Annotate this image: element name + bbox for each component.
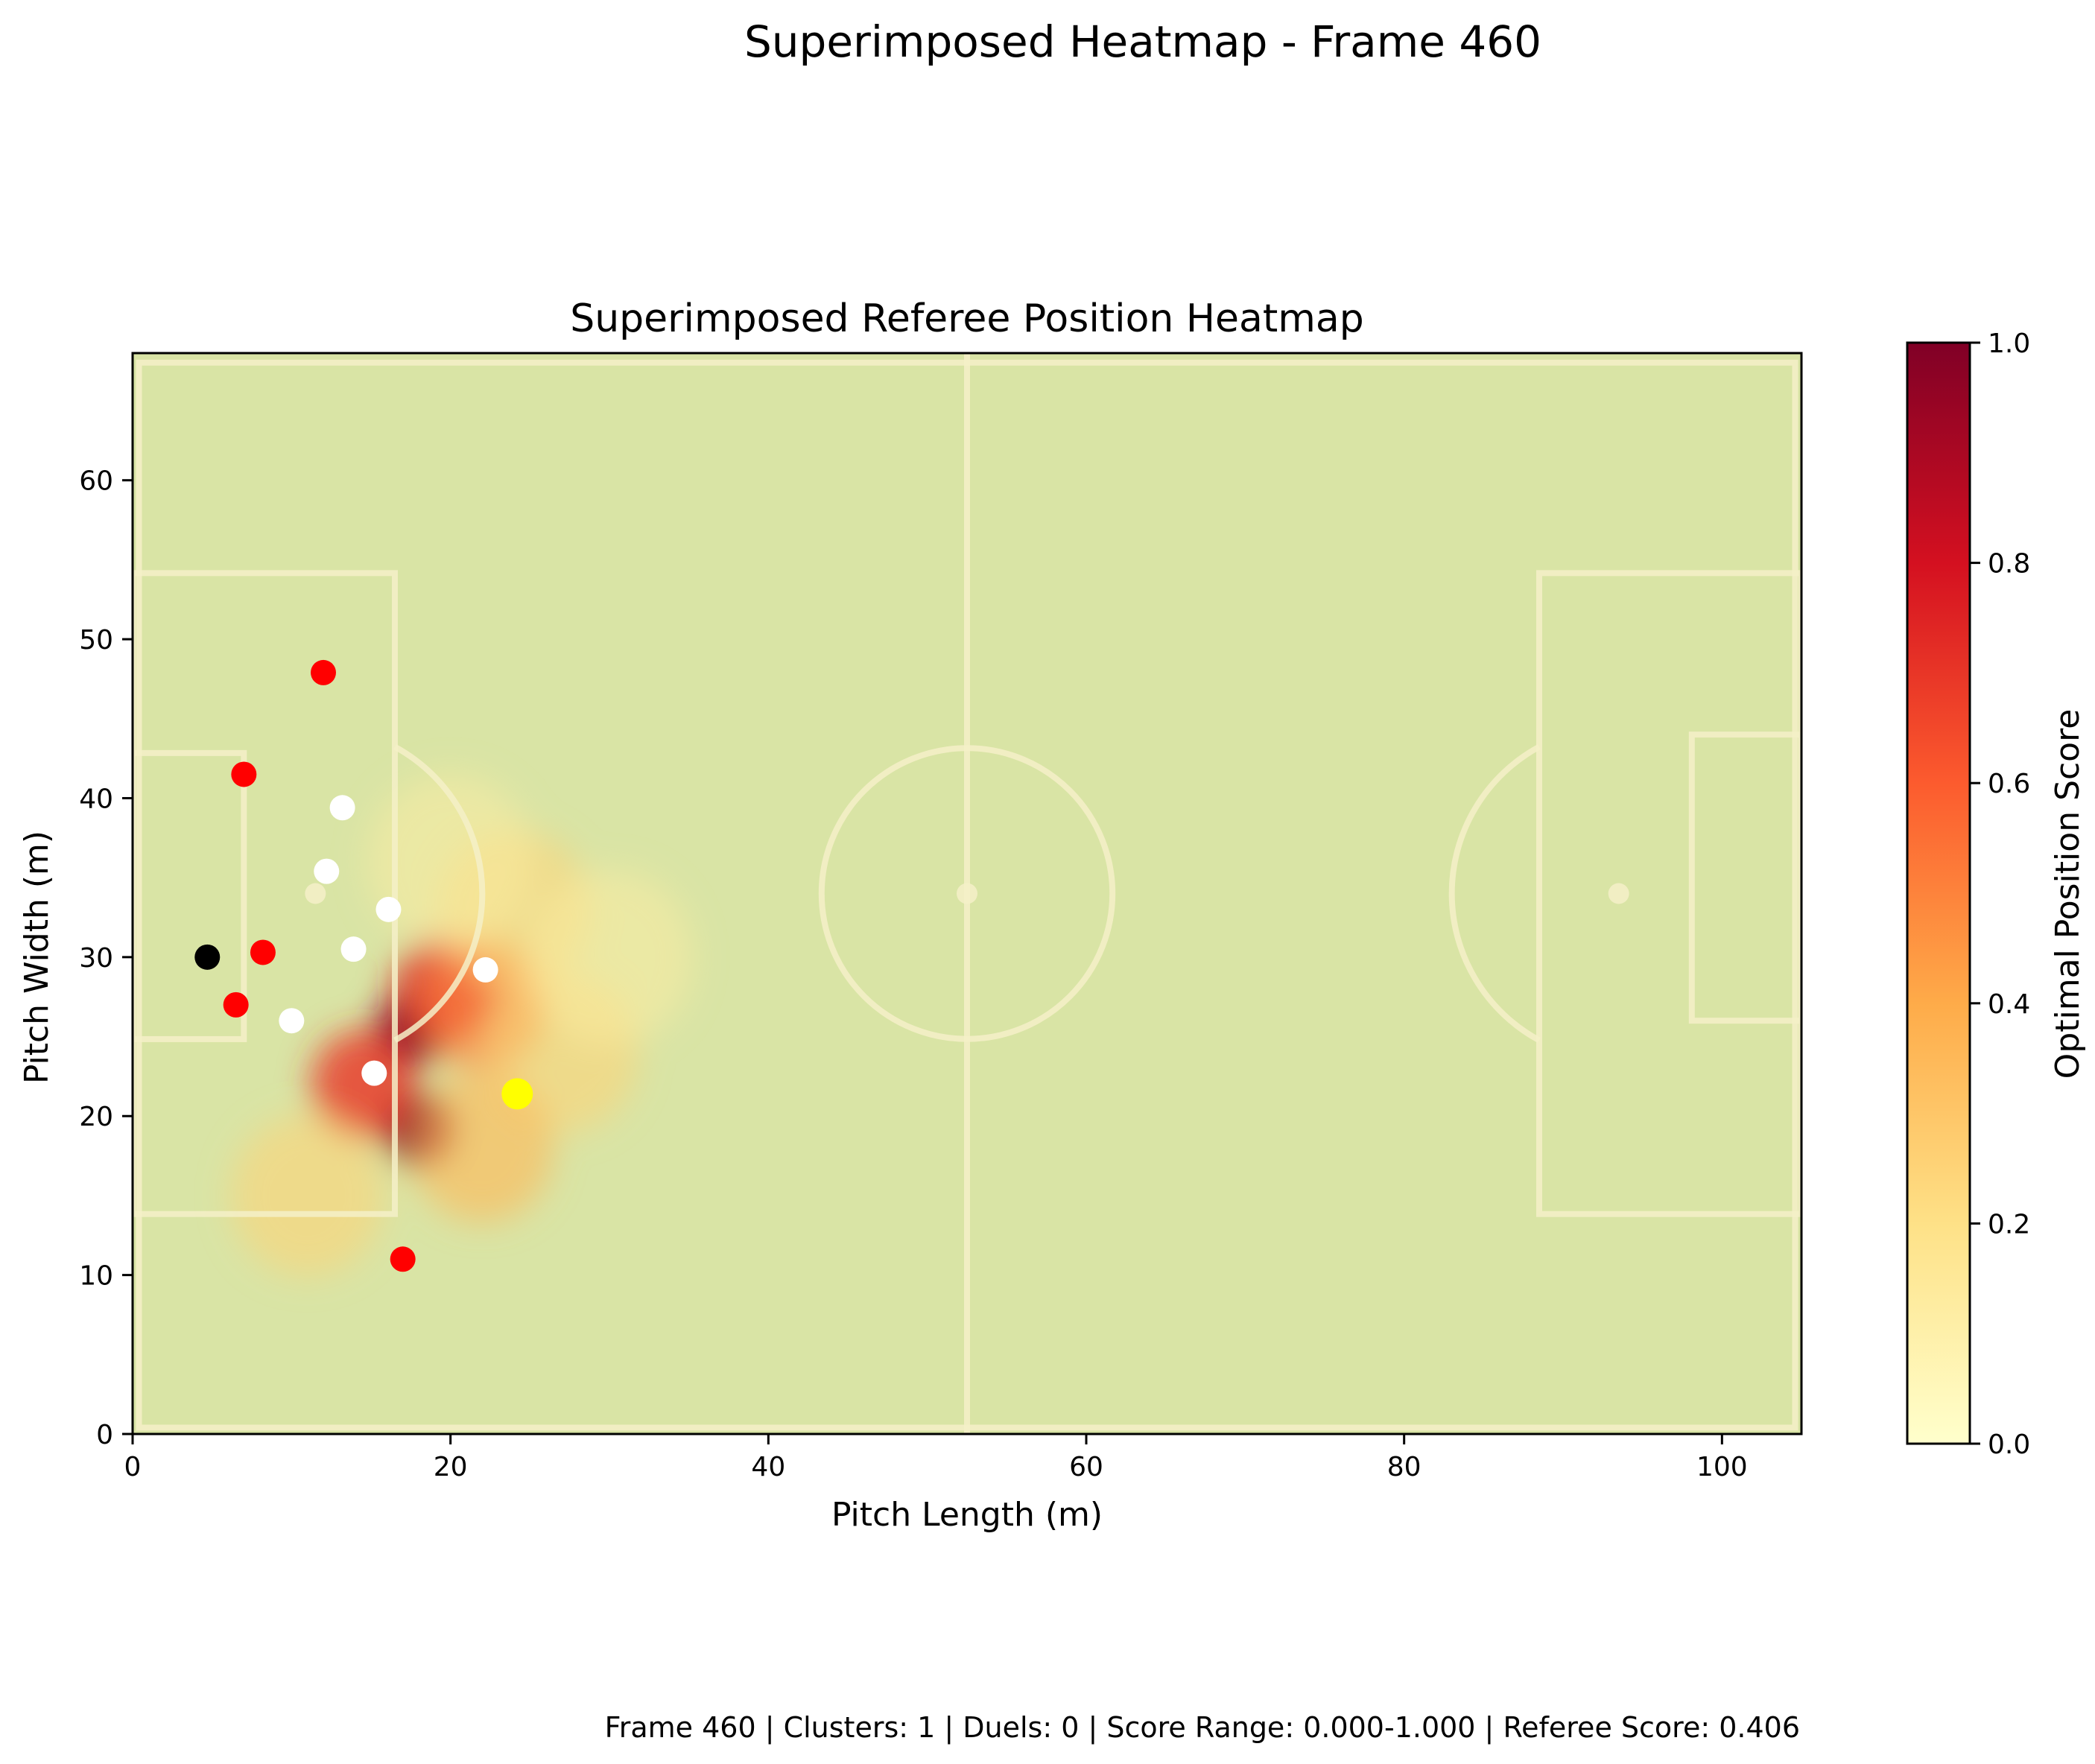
colorbar-ticks: 0.0 0.2 0.4 0.6 0.8 1.0 [1970, 329, 2030, 1460]
red-player [223, 992, 249, 1018]
colorbar-tick-label: 0.0 [1988, 1430, 2030, 1460]
white-player [279, 1008, 305, 1034]
referee-marker [501, 1078, 533, 1110]
red-player [390, 1246, 416, 1272]
right-penalty-box [1536, 570, 1801, 1217]
white-player [361, 1060, 387, 1086]
white-player [329, 795, 355, 821]
y-tick-label: 30 [79, 943, 113, 974]
colorbar-tick-label: 0.6 [1988, 769, 2030, 799]
heat-blob [525, 869, 694, 1046]
left-penalty-spot [305, 883, 326, 904]
white-player [472, 956, 498, 983]
x-tick-label: 60 [1069, 1452, 1103, 1482]
left-penalty-arc [393, 744, 486, 1043]
x-axis-label: Pitch Length (m) [831, 1496, 1103, 1534]
left-goal-box [133, 749, 247, 1042]
y-tick-label: 60 [79, 466, 113, 497]
y-axis-label: Pitch Width (m) [18, 831, 56, 1084]
x-tick-label: 40 [751, 1452, 785, 1482]
x-tick-label: 80 [1387, 1452, 1422, 1482]
goalkeeper-marker [194, 944, 221, 970]
figure-suptitle: Superimposed Heatmap - Frame 460 [744, 16, 1541, 67]
red-player [231, 761, 257, 787]
y-tick-label: 0 [96, 1420, 113, 1450]
pitch-markings [133, 353, 1801, 1434]
right-penalty-arc [1448, 744, 1541, 1043]
heat-blob [367, 773, 535, 951]
colorbar-tick-label: 0.2 [1988, 1209, 2030, 1240]
white-player [314, 858, 340, 884]
white-player [375, 896, 402, 922]
x-tick-label: 100 [1696, 1452, 1748, 1482]
colorbar-tick-label: 0.8 [1988, 549, 2030, 580]
colorbar [1906, 341, 1971, 1445]
right-goal-box [1688, 732, 1801, 1024]
x-axis: 0 20 40 60 80 100 [124, 1434, 1748, 1482]
colorbar-label: Optimal Position Score [2049, 709, 2087, 1079]
player-markers [194, 659, 533, 1272]
white-player [340, 936, 367, 962]
colorbar-tick-label: 0.4 [1988, 989, 2030, 1020]
chart-title: Superimposed Referee Position Heatmap [570, 296, 1364, 341]
x-tick-label: 0 [124, 1452, 142, 1482]
heat-blob [411, 1073, 554, 1223]
heat-blob [311, 1029, 415, 1139]
left-penalty-box [133, 570, 398, 1217]
right-penalty-spot [1608, 883, 1629, 904]
red-player [250, 939, 276, 965]
figure-footer: Frame 460 | Clusters: 1 | Duels: 0 | Sco… [605, 1711, 1800, 1745]
center-circle [818, 745, 1116, 1042]
y-tick-label: 10 [79, 1261, 113, 1292]
red-player [311, 659, 336, 685]
heat-blob [230, 1114, 384, 1277]
colorbar-tick-label: 1.0 [1988, 329, 2030, 359]
x-tick-label: 20 [434, 1452, 468, 1482]
y-tick-label: 20 [79, 1102, 113, 1132]
plot-frame [131, 352, 1803, 1435]
center-spot [957, 883, 977, 904]
y-axis: 0 10 20 30 40 50 60 [79, 466, 133, 1450]
y-tick-label: 40 [79, 784, 113, 814]
y-tick-label: 50 [79, 625, 113, 656]
